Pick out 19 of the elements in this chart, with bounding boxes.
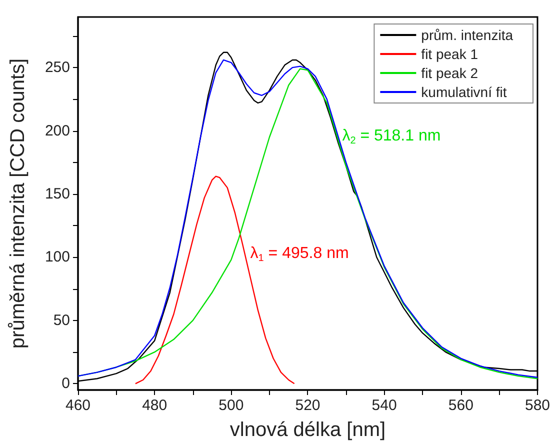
legend-label: prům. intenzita: [421, 27, 514, 43]
x-tick-label: 460: [65, 397, 91, 414]
legend-label: fit peak 1: [421, 46, 478, 62]
legend-label: kumulativní fit: [421, 84, 507, 100]
y-axis-title: průměrná intenzita [CCD counts]: [7, 58, 29, 349]
x-axis-title: vlnová délka [nm]: [230, 419, 386, 441]
y-tick-label: 50: [53, 312, 70, 329]
x-tick-label: 540: [372, 397, 397, 414]
y-tick-label: 0: [62, 375, 70, 392]
legend-label: fit peak 2: [421, 65, 478, 81]
x-tick-label: 520: [295, 397, 320, 414]
y-tick-label: 250: [44, 59, 70, 76]
x-tick-label: 560: [448, 397, 474, 414]
y-tick-label: 200: [44, 122, 70, 140]
y-tick-label: 100: [44, 248, 70, 266]
x-tick-label: 480: [142, 397, 168, 414]
y-tick-label: 150: [44, 186, 70, 203]
x-tick-label: 580: [524, 397, 550, 414]
x-tick-label: 500: [218, 397, 244, 414]
